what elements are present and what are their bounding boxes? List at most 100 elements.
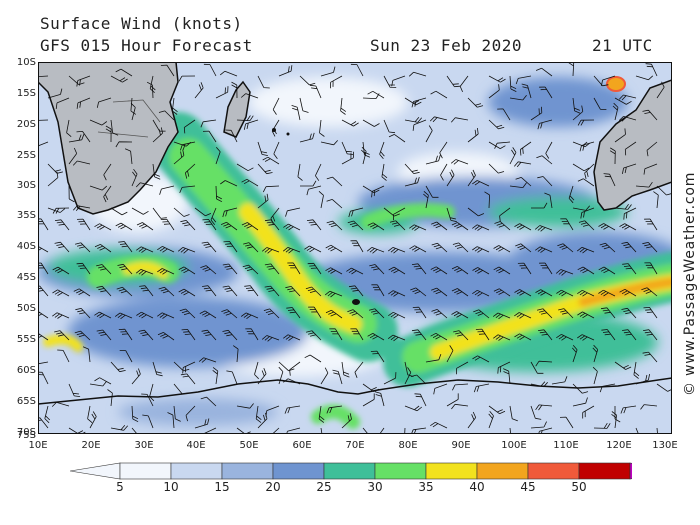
wind-barb — [451, 266, 469, 275]
wind-barb — [47, 207, 66, 213]
wind-barb — [241, 222, 259, 231]
wind-barb — [220, 180, 238, 187]
wind-barb — [304, 354, 322, 363]
wind-barb — [307, 262, 322, 275]
wind-barb — [472, 355, 490, 363]
lat-label: 65S — [16, 396, 36, 407]
lat-label: 50S — [16, 303, 36, 314]
wind-barb — [656, 383, 672, 392]
wind-barb — [300, 180, 317, 187]
wind-barb — [515, 75, 532, 85]
wind-barb — [158, 286, 175, 297]
wind-barb — [473, 309, 490, 319]
wind-barb — [173, 361, 190, 372]
wind-barb — [619, 288, 637, 297]
colorbar-tick: 35 — [418, 480, 434, 494]
wind-barb — [152, 207, 167, 219]
wind-barb — [346, 267, 364, 275]
wind-barb — [185, 405, 196, 422]
wind-barb — [262, 185, 280, 193]
wind-barb — [430, 266, 448, 275]
wind-barb — [131, 405, 139, 423]
wind-barb — [319, 119, 325, 137]
wind-barb — [158, 110, 175, 121]
wind-barb — [76, 218, 91, 231]
wind-barb — [411, 263, 427, 275]
colorbar-bin — [374, 462, 427, 480]
wind-barb — [577, 119, 595, 126]
wind-barb — [509, 75, 517, 92]
wind-barb — [236, 403, 254, 409]
lon-label: 70E — [345, 440, 365, 451]
wind-barb — [180, 220, 196, 231]
cyclone-marker — [606, 76, 626, 92]
wind-barb — [621, 241, 637, 253]
colorbar-tick: 5 — [116, 480, 124, 494]
wind-barb — [412, 119, 427, 131]
wind-barb — [467, 127, 479, 143]
wind-barb — [620, 405, 637, 414]
wind-barb — [612, 102, 619, 121]
wind-barb — [467, 169, 476, 187]
wind-barb — [115, 141, 133, 148]
colorbar-bin — [272, 462, 325, 480]
wind-barb — [520, 141, 532, 156]
wind-barb — [446, 345, 454, 363]
colorbar-tick: 40 — [469, 480, 485, 494]
wind-barb — [411, 97, 427, 108]
wind-barb — [559, 416, 574, 429]
wind-barb — [409, 245, 427, 253]
wind-barb — [200, 119, 217, 128]
wind-barb — [198, 357, 217, 363]
wind-barb — [152, 163, 161, 180]
wind-barb — [318, 191, 324, 209]
colorbar-tick: 20 — [265, 480, 281, 494]
wind-barb — [236, 163, 254, 172]
wind-barb — [578, 220, 595, 231]
wind-barb — [244, 285, 259, 297]
wind-barb — [141, 393, 154, 407]
wind-barb — [326, 220, 343, 231]
lat-label: 10S — [16, 57, 36, 68]
wind-barb — [475, 328, 490, 341]
wind-barb — [178, 288, 196, 297]
wind-barb — [94, 223, 112, 231]
land-masses — [38, 62, 672, 434]
lon-label: 110E — [553, 440, 579, 451]
wind-barb — [621, 307, 637, 319]
wind-barb — [54, 330, 70, 341]
wind-barb — [411, 329, 427, 341]
wind-barb — [493, 334, 511, 341]
wind-barb — [324, 290, 343, 298]
wind-barb — [320, 427, 323, 434]
wind-barb — [54, 219, 70, 231]
australia — [593, 79, 672, 211]
wind-barb — [601, 329, 616, 341]
wind-barb — [446, 393, 459, 407]
wind-barb — [285, 207, 301, 217]
wind-barb — [558, 308, 574, 319]
wind-barb — [572, 205, 591, 211]
wind-barb — [320, 367, 329, 385]
wind-barb — [257, 368, 267, 385]
wind-barb — [488, 163, 505, 174]
wind-barb — [653, 191, 659, 209]
wind-barb — [635, 427, 639, 434]
wind-barb — [75, 308, 91, 319]
wind-barb — [452, 383, 469, 391]
wind-barb — [304, 245, 322, 253]
wind-barb — [622, 263, 637, 275]
wind-barb — [429, 116, 448, 123]
wind-barb — [388, 134, 406, 143]
wind-barb — [52, 266, 70, 275]
wind-barb — [131, 368, 141, 385]
wind-barb — [635, 181, 653, 188]
wind-barb — [219, 70, 238, 77]
wind-barb — [264, 263, 280, 275]
lon-label: 50E — [239, 440, 259, 451]
wind-barb — [291, 105, 301, 121]
wind-barb — [641, 287, 658, 297]
wind-barb — [530, 421, 547, 429]
wind-barb — [103, 163, 112, 181]
wind-barb — [38, 361, 49, 366]
